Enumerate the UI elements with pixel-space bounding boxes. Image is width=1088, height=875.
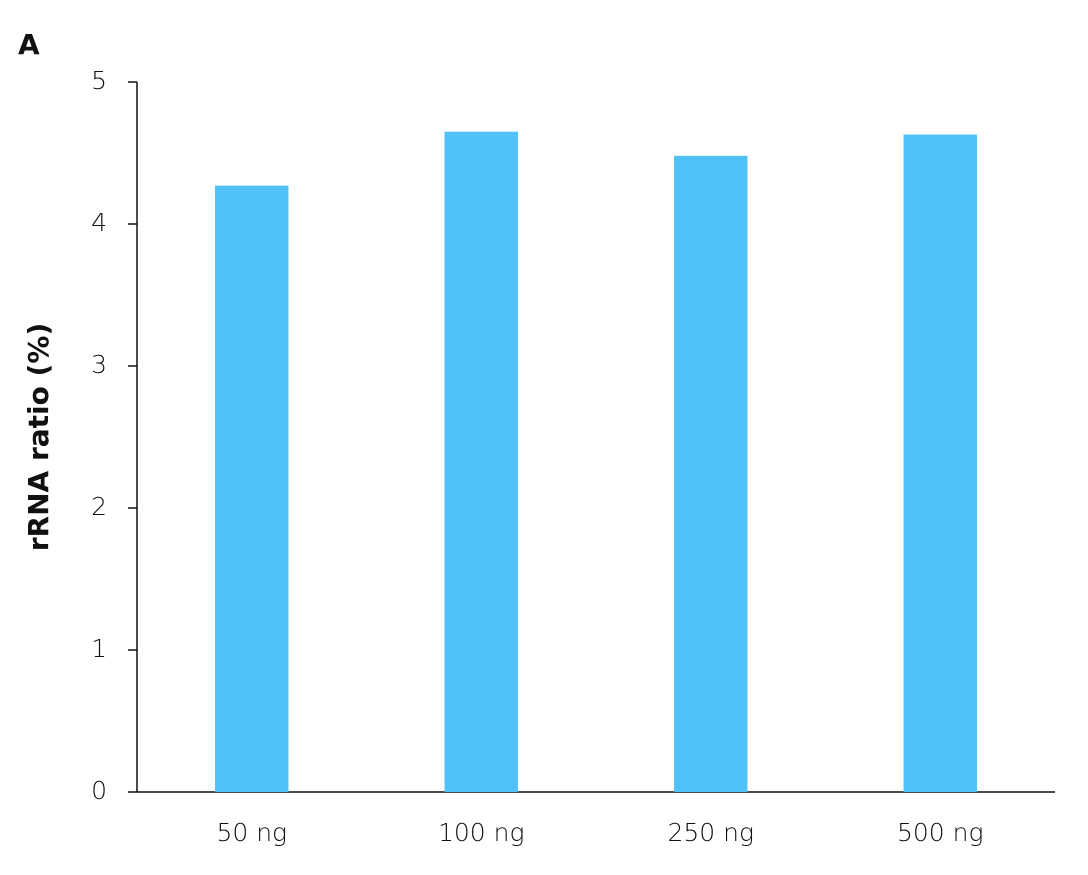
y-tick-label: 0 bbox=[91, 776, 107, 805]
bar bbox=[215, 185, 289, 792]
y-tick-label: 5 bbox=[91, 66, 107, 95]
x-tick-label: 100 ng bbox=[438, 818, 525, 847]
panel-label: A bbox=[18, 28, 40, 61]
x-tick-label: 50 ng bbox=[216, 818, 287, 847]
bar bbox=[903, 134, 977, 793]
y-tick-label: 1 bbox=[91, 634, 107, 663]
bar bbox=[674, 155, 748, 793]
x-tick-label: 250 ng bbox=[667, 818, 754, 847]
y-tick-label: 2 bbox=[91, 492, 107, 521]
bar bbox=[444, 131, 518, 792]
y-tick-label: 3 bbox=[91, 350, 107, 379]
y-tick-label: 4 bbox=[91, 208, 107, 237]
y-axis-label: rRNA ratio (%) bbox=[22, 323, 55, 552]
x-tick-label: 500 ng bbox=[897, 818, 984, 847]
